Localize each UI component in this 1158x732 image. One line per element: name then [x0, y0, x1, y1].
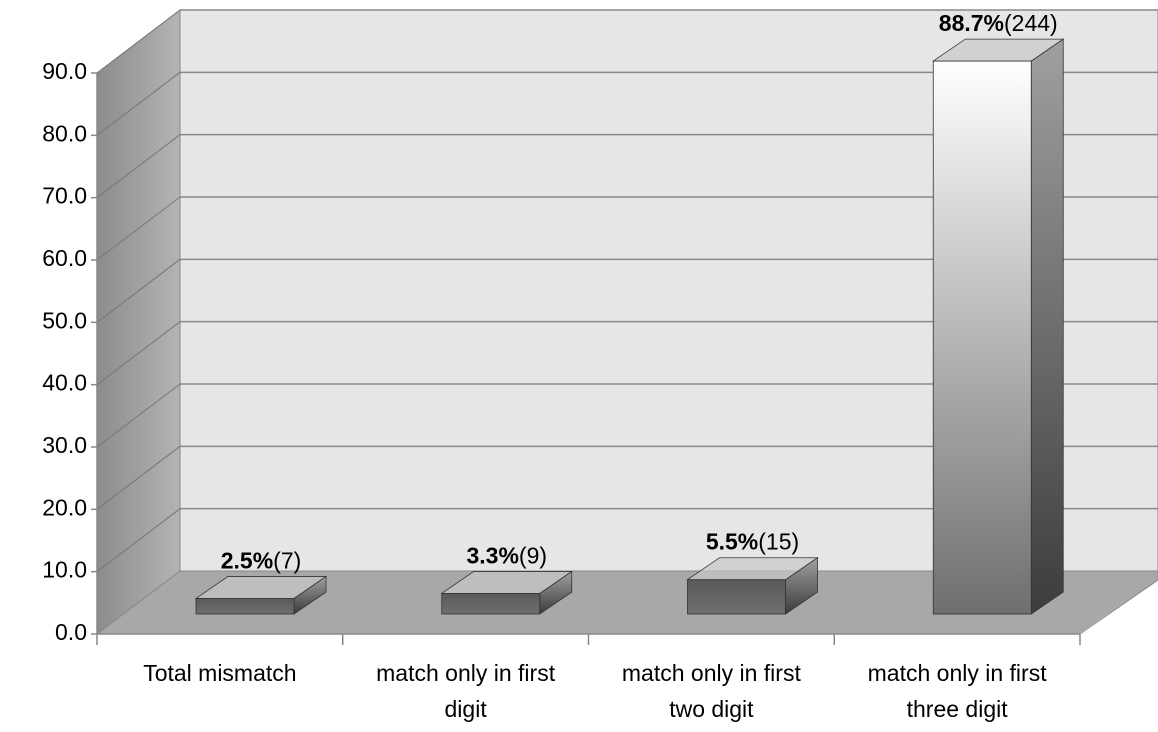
side-grid-line [96, 9, 181, 74]
value-label-percent: 5.5% [706, 529, 758, 555]
y-tick-label: 60.0 [42, 245, 87, 271]
y-tick-label: 30.0 [42, 432, 87, 458]
side-grid-line [96, 445, 181, 510]
y-tick-label: 70.0 [42, 183, 87, 209]
bar-side [1030, 38, 1064, 615]
y-tick-label: 10.0 [42, 557, 87, 583]
value-label-count: (9) [519, 543, 547, 569]
x-tick-label: match only in first three digit [868, 660, 1048, 722]
value-label: 5.5%(15) [706, 529, 799, 555]
value-label-percent: 2.5% [221, 547, 273, 573]
y-tick-label: 20.0 [42, 494, 87, 520]
side-grid-line [96, 71, 181, 136]
bar [687, 579, 786, 615]
side-grid-line [96, 383, 181, 448]
value-label: 88.7%(244) [939, 10, 1058, 36]
side-grid-line [96, 258, 181, 323]
bar [195, 598, 295, 615]
side-grid-line [96, 134, 181, 199]
x-tick-label-line: three digit [907, 696, 1009, 722]
x-tick-label-line: match only in first [376, 660, 556, 686]
x-tick-label-line: digit [445, 696, 488, 722]
side-grid-line [96, 196, 181, 261]
value-label-percent: 3.3% [466, 543, 518, 569]
value-label: 2.5%(7) [221, 547, 302, 573]
x-tick-label-line: match only in first [622, 660, 802, 686]
x-tick-label: match only in first two digit [622, 660, 802, 722]
x-tick-label: match only in first digit [376, 660, 556, 722]
value-label-percent: 88.7% [939, 10, 1004, 36]
x-tick-label: Total mismatch [143, 660, 296, 686]
floor-edge [1079, 589, 1141, 635]
value-label: 3.3%(9) [466, 543, 547, 569]
y-tick-label: 40.0 [42, 370, 87, 396]
bar [932, 60, 1032, 615]
value-label-count: (15) [758, 529, 799, 555]
y-tick-label: 0.0 [55, 619, 87, 645]
value-label-count: (244) [1004, 10, 1058, 36]
bar [441, 593, 541, 615]
y-tick-label: 80.0 [42, 120, 87, 146]
y-tick-label: 50.0 [42, 307, 87, 333]
side-grid-line [96, 508, 181, 573]
side-grid-line [96, 321, 181, 386]
value-label-count: (7) [273, 547, 301, 573]
x-tick-label-line: two digit [669, 696, 754, 722]
y-tick-label: 90.0 [42, 58, 87, 84]
x-tick-label-line: match only in first [868, 660, 1048, 686]
